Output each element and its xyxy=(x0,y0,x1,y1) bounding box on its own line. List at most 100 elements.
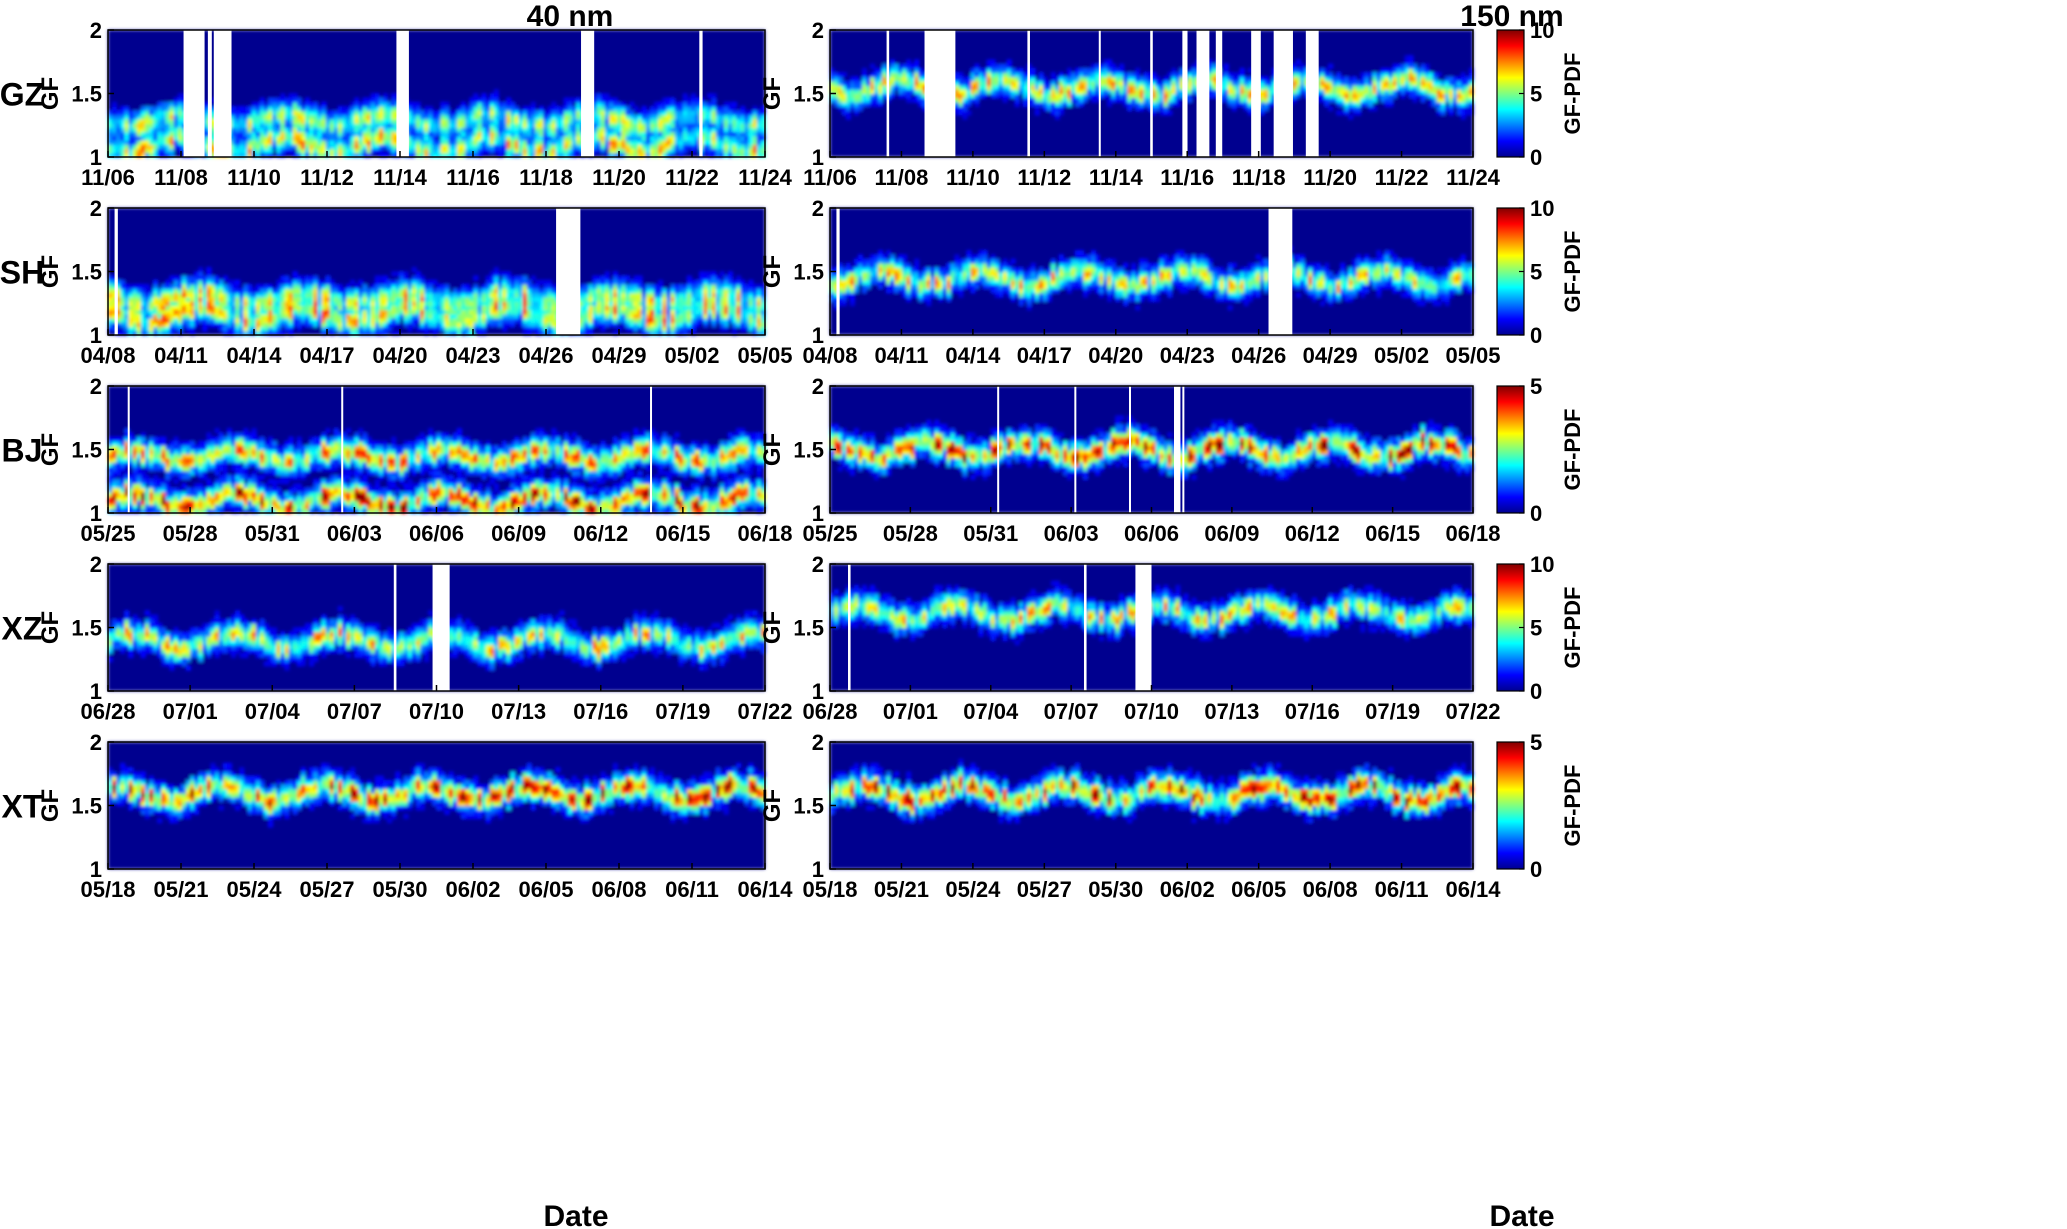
site-label-sh: SH xyxy=(0,255,44,291)
y-tick-label: 1 xyxy=(812,323,824,348)
y-tick-label: 1 xyxy=(90,323,102,348)
colorbar-tick-label: 0 xyxy=(1530,145,1542,170)
y-tick-label: 1 xyxy=(812,145,824,170)
x-tick-label: 11/12 xyxy=(300,165,354,190)
x-tick-label: 05/18 xyxy=(80,877,135,902)
data-gap xyxy=(127,386,130,513)
panel-xt-40nm: 1 1.5 2 05/18 05/21 05/24 05/27 05/30 06/02 06/05… xyxy=(2,730,794,902)
data-gap xyxy=(1074,386,1077,513)
site-label-gz: GZ xyxy=(0,77,44,113)
colorbar-label: GF-PDF xyxy=(1560,587,1585,669)
x-tick-label: 07/04 xyxy=(963,699,1019,724)
x-tick-label: 05/21 xyxy=(874,877,929,902)
data-gap xyxy=(1174,386,1181,513)
x-tick-label: 06/03 xyxy=(1044,521,1099,546)
x-tick-label: 11/18 xyxy=(519,165,573,190)
y-tick-label: 2 xyxy=(90,18,102,43)
y-tick-label: 2 xyxy=(90,730,102,755)
y-tick-label: 1.5 xyxy=(71,82,102,107)
x-tick-label: 07/16 xyxy=(1285,699,1340,724)
x-tick-label: 05/21 xyxy=(153,877,208,902)
y-tick-label: 1.5 xyxy=(71,616,102,641)
x-tick-label: 11/08 xyxy=(875,165,929,190)
x-tick-label: 05/31 xyxy=(963,521,1018,546)
x-tick-label: 06/09 xyxy=(1204,521,1259,546)
colorbar-tick-label: 5 xyxy=(1530,374,1542,399)
x-tick-label: 04/29 xyxy=(591,343,646,368)
colorbar-label: GF-PDF xyxy=(1560,53,1585,135)
panel-bj-150nm: 1 1.5 2 05/25 05/28 05/31 06/03 06/06 06/09 06/12… xyxy=(759,374,1585,546)
x-tick-label: 05/25 xyxy=(80,521,135,546)
colorbar-tick-label: 0 xyxy=(1530,501,1542,526)
data-gap xyxy=(1135,564,1152,691)
x-tick-label: 07/01 xyxy=(883,699,938,724)
x-tick-label: 04/20 xyxy=(372,343,427,368)
x-tick-label: 11/22 xyxy=(1375,165,1429,190)
x-tick-label: 07/13 xyxy=(491,699,546,724)
column-title-40nm: 40 nm xyxy=(527,0,614,33)
x-tick-label: 06/28 xyxy=(802,699,857,724)
x-tick-label: 05/05 xyxy=(1445,343,1500,368)
heatmap-sh-40nm xyxy=(108,208,766,336)
x-tick-label: 11/16 xyxy=(1160,165,1214,190)
data-gap xyxy=(836,208,840,335)
data-gap xyxy=(183,30,202,157)
colorbar-tick-label: 0 xyxy=(1530,857,1542,882)
y-axis-label: GF xyxy=(37,433,64,466)
x-tick-label: 11/08 xyxy=(154,165,208,190)
x-tick-label: 06/08 xyxy=(591,877,646,902)
y-tick-label: 2 xyxy=(812,552,824,577)
colorbar-bj: 0 5 GF-PDF xyxy=(1496,374,1585,526)
site-label-bj: BJ xyxy=(2,433,43,469)
x-tick-label: 04/17 xyxy=(1017,343,1072,368)
data-gap xyxy=(207,30,212,157)
heatmap-bj-150nm xyxy=(830,386,1474,513)
x-tick-label: 07/04 xyxy=(245,699,301,724)
x-tick-label: 07/10 xyxy=(409,699,464,724)
x-tick-label: 04/23 xyxy=(1160,343,1215,368)
x-tick-label: 05/28 xyxy=(883,521,938,546)
x-tick-label: 11/18 xyxy=(1232,165,1286,190)
x-tick-label: 11/20 xyxy=(1303,165,1357,190)
x-tick-label: 06/09 xyxy=(491,521,546,546)
x-tick-label: 07/16 xyxy=(573,699,628,724)
y-tick-label: 2 xyxy=(812,730,824,755)
data-gap xyxy=(341,386,344,513)
x-tick-label: 04/14 xyxy=(945,343,1001,368)
x-tick-label: 06/15 xyxy=(655,521,710,546)
panel-gz-40nm: 1 1.5 2 11/06 11/08 11/10 11/12 11/14 11/16 11/18… xyxy=(0,18,793,190)
x-tick-label: 11/06 xyxy=(803,165,857,190)
colorbar-tick-label: 10 xyxy=(1530,18,1554,43)
data-gap xyxy=(199,30,205,157)
y-axis-label: GF xyxy=(759,433,786,466)
y-axis-label: GF xyxy=(37,611,64,644)
y-tick-label: 1 xyxy=(812,679,824,704)
x-tick-label: 06/05 xyxy=(518,877,573,902)
x-tick-label: 07/22 xyxy=(737,699,792,724)
panel-sh-150nm: 1 1.5 2 04/08 04/11 04/14 04/17 04/20 04/23 04/26… xyxy=(759,196,1585,368)
x-tick-label: 04/11 xyxy=(154,343,208,368)
x-tick-label: 05/30 xyxy=(372,877,427,902)
x-tick-label: 04/08 xyxy=(802,343,857,368)
y-tick-label: 1.5 xyxy=(793,260,824,285)
y-tick-label: 1.5 xyxy=(71,260,102,285)
x-tick-label: 04/08 xyxy=(80,343,135,368)
x-tick-label: 06/11 xyxy=(665,877,719,902)
x-tick-label: 05/27 xyxy=(1017,877,1072,902)
y-tick-label: 1 xyxy=(90,679,102,704)
panel-xz-40nm: 1 1.5 2 06/28 07/01 07/04 07/07 07/10 07/13 07/16… xyxy=(2,552,793,724)
x-tick-label: 04/11 xyxy=(875,343,929,368)
x-tick-label: 04/26 xyxy=(1231,343,1286,368)
x-tick-label: 06/18 xyxy=(737,521,792,546)
x-tick-label: 11/20 xyxy=(592,165,646,190)
x-tick-label: 05/02 xyxy=(664,343,719,368)
x-tick-label: 11/14 xyxy=(1089,165,1144,190)
x-tick-label: 11/12 xyxy=(1017,165,1071,190)
column-title-150nm: 150 nm xyxy=(1460,0,1563,33)
heatmap-bj-40nm xyxy=(108,386,766,514)
x-tick-label: 11/24 xyxy=(738,165,793,190)
data-gap xyxy=(581,30,595,157)
